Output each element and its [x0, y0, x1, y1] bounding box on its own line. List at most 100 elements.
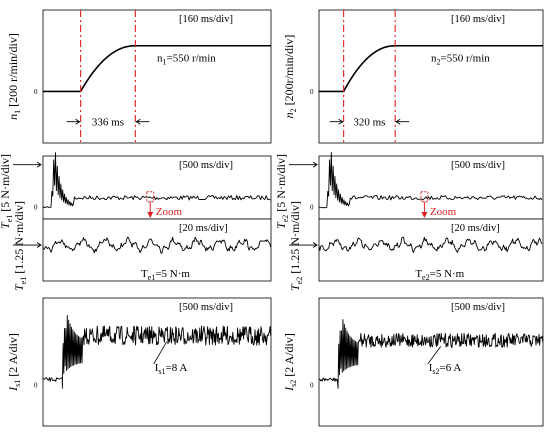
current-Is1-zero-label: 0	[34, 382, 38, 390]
torque-Te2-zoom-bg	[428, 204, 461, 217]
speed-n1-zero-label: 0	[34, 88, 38, 96]
torque-Te1-zoom-label: Zoom	[156, 206, 183, 218]
current-Is1-annotation-rest: =8 A	[166, 362, 188, 374]
torque-Te2-zoom-time-scale: [20 ms/div]	[451, 223, 500, 234]
torque-Te2-time-scale: [500 ms/div]	[451, 160, 505, 171]
speed-n2-annotation-sub: 2	[437, 58, 441, 67]
current-Is2-time-scale: [500 ms/div]	[451, 302, 505, 313]
torque-Te2-zero-label: 0	[310, 204, 314, 212]
torque-Te1-zoom-box	[146, 191, 155, 203]
speed-n2-ylabel-sub: 2	[289, 108, 298, 112]
torque-Te1-scale-bg	[176, 158, 268, 171]
torque-Te1-zoom-bg	[154, 204, 187, 217]
current-Is2-leader	[427, 346, 442, 365]
speed-n2-arrow-right	[395, 118, 410, 125]
speed-n2-arrow-left	[329, 118, 344, 125]
torque-Te1-zoom-ylabel-unit: [1.25 N·m/div]	[12, 201, 26, 277]
current-Is2-ann-bg	[426, 360, 487, 376]
torque-Te1-annotation-rest: =5 N·m	[155, 268, 190, 280]
current-Is1-annotation-sub: s1	[158, 367, 165, 376]
current-Is1-ann-bg	[152, 360, 213, 376]
speed-n1-annotation: n1=550 r/min	[157, 53, 216, 67]
current-Is1-trace	[42, 315, 272, 389]
current-Is2-zero-label: 0	[310, 382, 314, 390]
torque-Te1-annotation: Te1=5 N·m	[141, 268, 190, 282]
torque-Te1-ann-bg	[138, 266, 219, 280]
torque-Te2-ylabel-unit: [5 N·m/div]	[274, 154, 288, 215]
current-Is1-time-scale: [500 ms/div]	[179, 302, 233, 313]
torque-Te2-upper-trace	[318, 152, 543, 209]
speed-n2-zero-label: 0	[310, 88, 314, 96]
torque-Te1-upper-trace	[42, 152, 271, 209]
torque-Te2-ylabel: Te2 [5 N·m/div]	[274, 154, 290, 229]
torque-Te2-zoom-ylabel-sub: e2	[295, 277, 304, 285]
torque-Te1-zoom-ylabel-sub: e1	[19, 277, 28, 285]
current-Is2-annotation-main: I	[429, 362, 433, 374]
current-Is1-ylabel: Is1 [2 A/div]	[6, 333, 22, 392]
speed-n1-annotation-main: n	[157, 53, 163, 65]
speed-n2-annotation-rest: =550 r/min	[441, 53, 491, 65]
torque-Te2-zoom-ylabel-unit: [1.25 N·m/div]	[288, 201, 302, 277]
torque-Te1-lower-trace	[42, 236, 272, 254]
current-Is2-ylabel-sub: s2	[289, 380, 298, 387]
torque-Te2-annotation: Te2=5 N·m	[415, 268, 464, 282]
speed-n2-trace	[319, 44, 543, 93]
torque-Te1-annotation-main: T	[141, 268, 148, 280]
torque-Te2-zoom-box	[420, 191, 429, 203]
torque-Te2-zoom-arrowhead	[421, 212, 428, 218]
torque-Te1-zoom-ylabel-main: T	[12, 283, 26, 291]
torque-Te2-zoom-label: Zoom	[430, 206, 457, 218]
current-Is1-ylabel-unit: [2 A/div]	[6, 333, 20, 380]
speed-n1-arrow-left	[66, 118, 81, 125]
torque-Te2-zoom-ylabel-main: T	[288, 283, 302, 291]
speed-n1-ylabel: n1 [200 r/min/div]	[6, 33, 22, 120]
speed-n1-scale-bg	[176, 12, 268, 25]
torque-Te1-zero-label: 0	[34, 204, 38, 212]
speed-n1-time-bg	[84, 113, 132, 130]
current-Is2-trace	[318, 319, 544, 389]
speed-n1-ylabel-sub: 1	[13, 110, 22, 114]
current-Is2-annotation: Is2=6 A	[429, 362, 462, 376]
speed-n2-annotation-main: n	[431, 53, 437, 65]
current-Is1-annotation: Is1=8 A	[155, 362, 188, 376]
torque-Te2-ann-bg	[413, 266, 494, 280]
current-Is2-ylabel: Is2 [2 A/div]	[282, 333, 298, 392]
torque-Te1-side-arrow-lower	[13, 242, 42, 248]
speed-n2-settle-time: 320 ms	[353, 117, 385, 129]
speed-n2-ylabel-unit: [200r/min/div]	[282, 35, 296, 109]
torque-Te1-side-arrow-upper	[13, 161, 42, 168]
current-Is1-ylabel-sub: s1	[13, 380, 22, 387]
torque-Te1-zoom-time-scale: [20 ms/div]	[179, 223, 228, 234]
speed-n1-annotation-sub: 1	[163, 58, 167, 67]
torque-Te2-scale-bg	[448, 158, 540, 171]
speed-n1-settle-time: 336 ms	[92, 117, 124, 129]
speed-n2-annotation: n2=550 r/min	[431, 53, 490, 67]
current-Is1-annotation-main: I	[155, 362, 159, 374]
speed-n1-ylabel-unit: [200 r/min/div]	[6, 33, 20, 110]
speed-n1-ylabel-main: n	[6, 114, 20, 120]
torque-Te1-zoom-arrowhead	[147, 212, 154, 218]
torque-Te1-annotation-sub: e1	[148, 273, 156, 282]
speed-n2-time-bg	[347, 113, 392, 130]
torque-Te2-ylabel-main: T	[274, 221, 288, 229]
torque-Te2-zoom-ylabel: Te2 [1.25 N·m/div]	[288, 201, 304, 291]
speed-n1-trace	[43, 44, 271, 93]
torque-Te2-ylabel-sub: e2	[281, 215, 290, 223]
torque-Te1-ylabel-main: T	[0, 221, 12, 229]
speed-n2-time-scale: [160 ms/div]	[451, 14, 505, 25]
current-Is1-leader	[153, 341, 168, 365]
current-Is2-annotation-rest: =6 A	[440, 362, 462, 374]
current-Is2-ylabel-main: I	[282, 386, 296, 392]
speed-n2-ylabel-main: n	[282, 112, 296, 118]
torque-Te2-side-arrow-upper	[289, 161, 318, 168]
speed-n1-annotation-rest: =550 r/min	[167, 53, 217, 65]
torque-Te1-zoom-ylabel: Te1 [1.25 N·m/div]	[12, 201, 28, 291]
speed-n1-ann-bg	[155, 50, 250, 66]
current-Is2-scale-bg	[448, 300, 540, 313]
speed-n2-ann-bg	[429, 50, 524, 66]
torque-Te1-time-scale: [500 ms/div]	[179, 160, 233, 171]
torque-Te2-annotation-main: T	[415, 268, 422, 280]
torque-Te2-lower-trace	[318, 236, 543, 253]
speed-n1-arrow-right	[135, 118, 150, 125]
